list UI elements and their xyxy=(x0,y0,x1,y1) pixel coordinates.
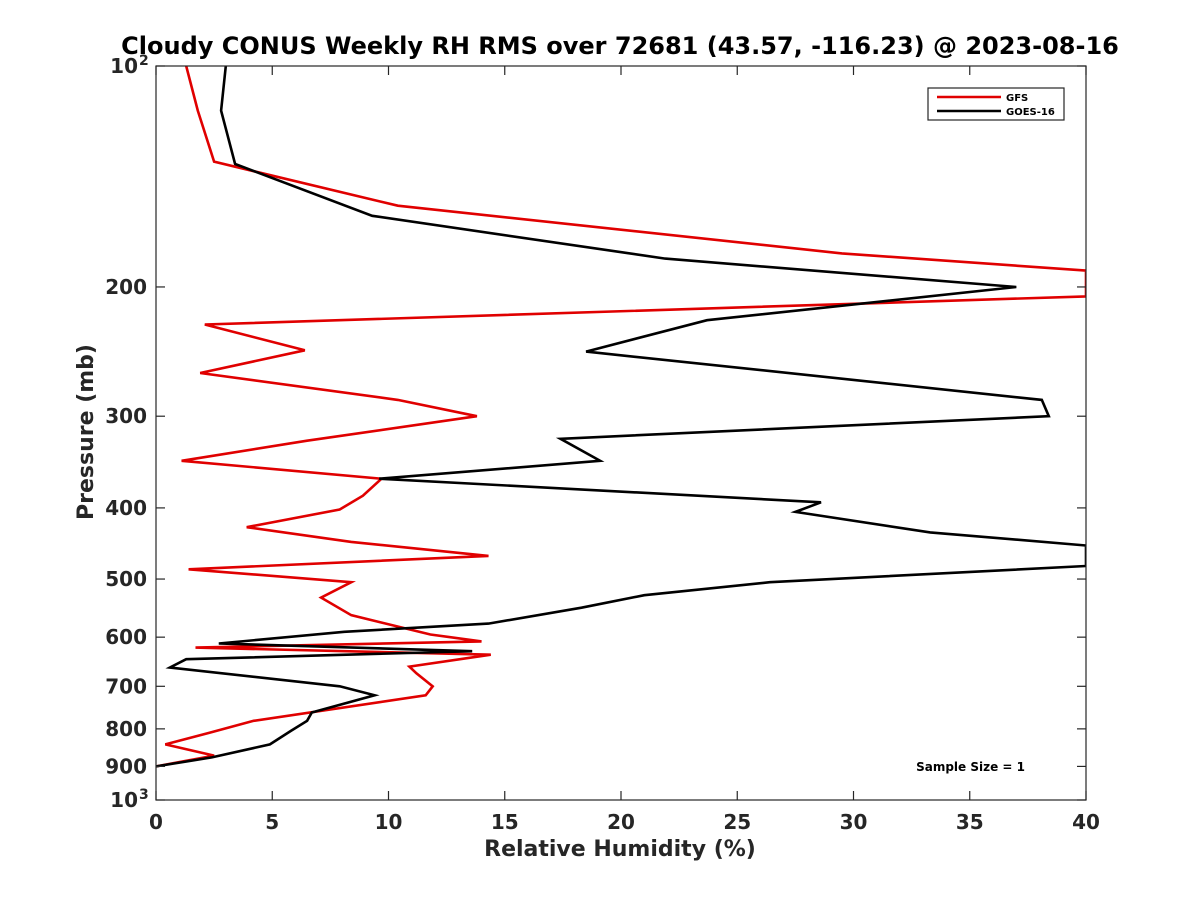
x-tick-label: 10 xyxy=(375,810,403,834)
x-tick-label: 30 xyxy=(840,810,868,834)
y-tick-label: 500 xyxy=(105,567,147,591)
y-tick-label: 700 xyxy=(105,674,147,698)
chart-title: Cloudy CONUS Weekly RH RMS over 72681 (4… xyxy=(121,32,1119,60)
legend-label-gfs: GFS xyxy=(1006,93,1028,104)
series-line-gfs xyxy=(156,66,1086,768)
legend: GFS GOES-16 xyxy=(927,87,1065,121)
x-tick-label: 35 xyxy=(956,810,984,834)
series-line-goes-16 xyxy=(156,66,1086,768)
y-tick-exponent: 3 xyxy=(139,787,149,803)
x-axis-label: Relative Humidity (%) xyxy=(484,837,756,862)
legend-label-goes-16: GOES-16 xyxy=(1006,107,1055,118)
x-tick-label: 20 xyxy=(607,810,635,834)
x-tick-label: 25 xyxy=(723,810,751,834)
y-axis-label: Pressure (mb) xyxy=(74,344,99,520)
y-tick-label: 10 xyxy=(110,54,138,78)
y-tick-label: 200 xyxy=(105,275,147,299)
x-tick-label: 5 xyxy=(265,810,279,834)
x-tick-label: 0 xyxy=(149,810,163,834)
x-axis: 0 5 10 15 20 25 30 35 40 xyxy=(149,66,1100,834)
y-tick-exponent: 2 xyxy=(139,53,149,69)
y-tick-label: 600 xyxy=(105,625,147,649)
y-tick-label: 900 xyxy=(105,754,147,778)
x-tick-label: 40 xyxy=(1072,810,1100,834)
y-tick-label: 800 xyxy=(105,717,147,741)
y-tick-label: 400 xyxy=(105,496,147,520)
plot-lines xyxy=(156,66,1086,768)
plot-frame xyxy=(155,65,1087,801)
legend-box xyxy=(927,87,1065,121)
x-tick-label: 15 xyxy=(491,810,519,834)
sample-size-annotation: Sample Size = 1 xyxy=(916,760,1025,774)
y-tick-label: 10 xyxy=(110,788,138,812)
y-tick-label: 300 xyxy=(105,404,147,428)
